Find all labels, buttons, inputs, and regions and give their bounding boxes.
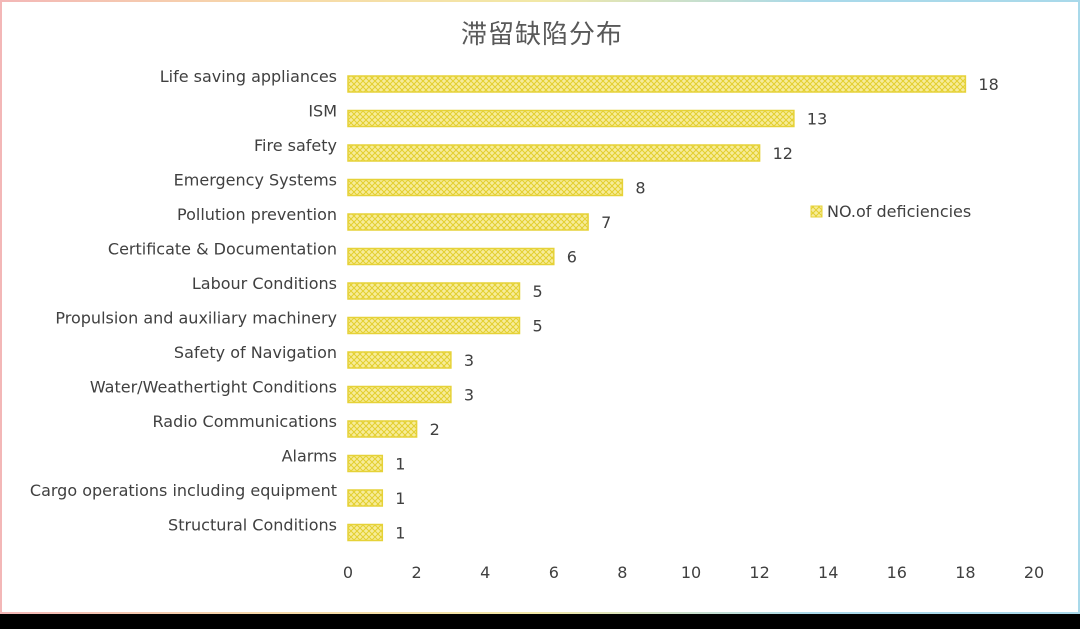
bar-10 — [347, 420, 418, 438]
x-tick-label: 6 — [549, 563, 559, 582]
data-label: 12 — [773, 144, 793, 163]
category-label: Fire safety — [254, 136, 337, 155]
category-label: Cargo operations including equipment — [30, 481, 337, 500]
bar-2 — [347, 144, 761, 162]
x-tick-label: 0 — [343, 563, 353, 582]
data-label: 3 — [464, 386, 474, 405]
bar-13 — [347, 523, 384, 542]
legend-swatch — [810, 205, 823, 218]
category-label: Radio Communications — [153, 412, 338, 431]
x-tick-label: 20 — [1024, 563, 1044, 582]
category-label: Alarms — [282, 447, 337, 466]
data-label: 1 — [395, 455, 405, 474]
data-label: 3 — [464, 351, 474, 370]
data-label: 1 — [395, 489, 405, 508]
category-label: ISM — [308, 102, 337, 121]
x-tick-label: 10 — [681, 563, 701, 582]
bar-11 — [347, 454, 384, 473]
x-tick-label: 12 — [749, 563, 769, 582]
x-tick-label: 8 — [617, 563, 627, 582]
data-label: 7 — [601, 213, 611, 232]
data-label: 8 — [635, 179, 645, 198]
data-label: 5 — [533, 282, 543, 301]
chart-card: 滞留缺陷分布 — [0, 0, 1080, 614]
x-tick-label: 2 — [412, 563, 422, 582]
bar-6 — [347, 282, 521, 300]
category-label: Pollution prevention — [177, 205, 337, 224]
bar-3 — [347, 178, 624, 197]
category-label: Labour Conditions — [192, 274, 337, 293]
category-label: Propulsion and auxiliary machinery — [55, 309, 337, 328]
x-tick-label: 16 — [887, 563, 907, 582]
data-label: 6 — [567, 248, 577, 267]
bar-8 — [347, 351, 452, 369]
x-tick-label: 18 — [955, 563, 975, 582]
bar-5 — [347, 247, 555, 266]
category-label: Structural Conditions — [168, 516, 337, 535]
x-tick-label: 4 — [480, 563, 490, 582]
bar-12 — [347, 489, 384, 507]
bar-0 — [347, 75, 967, 93]
bar-1 — [347, 109, 795, 128]
category-label: Emergency Systems — [174, 171, 337, 190]
bar-9 — [347, 385, 452, 404]
category-label: Safety of Navigation — [174, 343, 337, 362]
bar-4 — [347, 213, 589, 231]
category-label: Certificate & Documentation — [108, 240, 337, 259]
data-label: 1 — [395, 524, 405, 543]
chart-title: 滞留缺陷分布 — [460, 20, 623, 50]
data-label: 18 — [978, 75, 998, 94]
category-label: Water/Weathertight Conditions — [90, 378, 337, 397]
bar-7 — [347, 316, 521, 335]
legend-label: NO.of deficiencies — [827, 202, 971, 221]
category-label: Life saving appliances — [160, 67, 337, 86]
data-label: 2 — [430, 420, 440, 439]
x-tick-label: 14 — [818, 563, 838, 582]
data-label: 13 — [807, 110, 827, 129]
data-label: 5 — [533, 317, 543, 336]
